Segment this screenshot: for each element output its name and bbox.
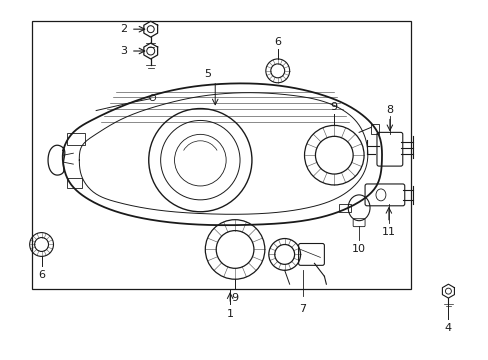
- Bar: [67, 178, 82, 188]
- Text: 1: 1: [226, 309, 233, 319]
- Text: 7: 7: [298, 304, 305, 314]
- Text: 5: 5: [203, 69, 210, 79]
- Text: 3: 3: [120, 46, 127, 56]
- Text: 4: 4: [444, 323, 451, 333]
- Bar: [370, 125, 378, 134]
- Text: 9: 9: [231, 293, 238, 303]
- Bar: [32, 21, 410, 289]
- Text: 10: 10: [351, 243, 366, 253]
- Text: 6: 6: [274, 37, 281, 47]
- Text: 6: 6: [38, 270, 45, 280]
- Bar: [339, 204, 350, 212]
- Text: 8: 8: [386, 104, 393, 114]
- Text: 9: 9: [330, 102, 337, 112]
- Bar: [67, 133, 85, 145]
- Text: 2: 2: [120, 24, 127, 34]
- Text: 11: 11: [381, 227, 395, 237]
